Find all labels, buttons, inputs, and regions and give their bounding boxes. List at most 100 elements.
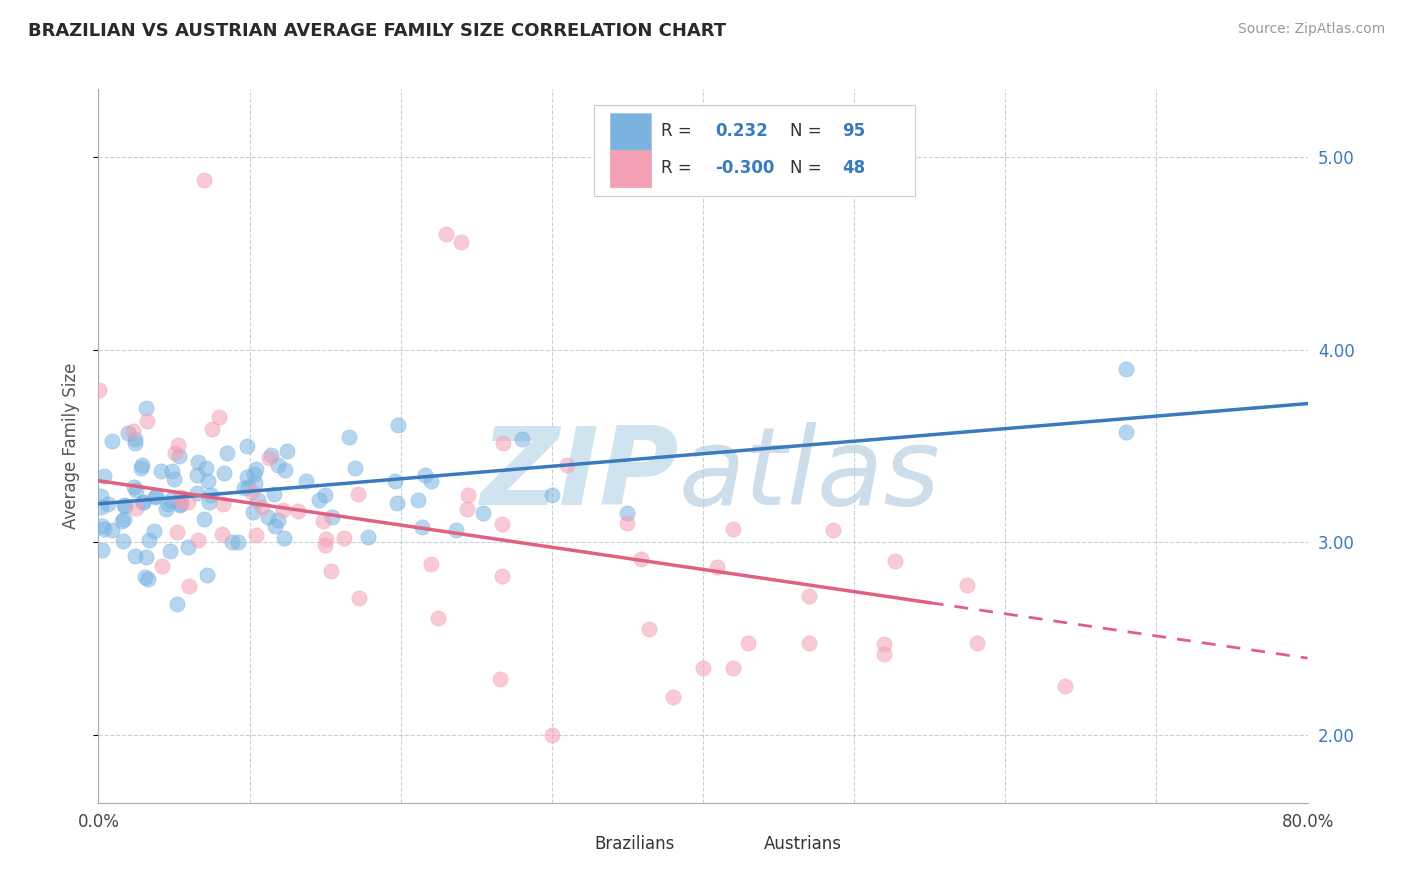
Point (90, 500, 112, 514)
Point (797, 590, 820, 604)
Point (187, 455, 209, 469)
Point (124, 436, 146, 450)
Point (444, 524, 467, 538)
Point (129, 461, 152, 475)
Point (177, 495, 200, 509)
Point (384, 475, 406, 489)
Point (263, 487, 285, 501)
Point (491, 568, 513, 582)
Point (169, 450, 191, 464)
Point (194, 460, 217, 475)
Point (163, 472, 186, 486)
Point (93, 469, 115, 483)
Point (638, 623, 661, 637)
Point (200, 488, 222, 502)
Point (661, 690, 683, 704)
Point (540, 728, 562, 742)
Point (692, 661, 714, 675)
Point (221, 535, 243, 549)
Y-axis label: Average Family Size: Average Family Size (62, 363, 80, 529)
Point (240, 484, 263, 499)
Text: Austrians: Austrians (763, 835, 841, 853)
Point (236, 480, 259, 494)
Point (319, 564, 342, 578)
Point (150, 464, 173, 478)
Point (236, 470, 259, 484)
Point (236, 439, 259, 453)
Point (321, 510, 343, 524)
Point (169, 499, 191, 513)
Point (337, 430, 360, 444)
Text: N =: N = (790, 160, 821, 178)
Point (208, 409, 231, 424)
Point (420, 557, 443, 571)
Point (267, 513, 290, 527)
Point (112, 533, 135, 548)
Point (723, 522, 745, 536)
Point (166, 598, 188, 612)
Point (143, 490, 166, 504)
Point (131, 495, 153, 509)
Point (257, 510, 280, 524)
Point (117, 425, 139, 440)
Point (170, 494, 193, 508)
Point (90, 489, 112, 503)
Point (295, 474, 318, 488)
Point (343, 460, 366, 475)
Point (159, 543, 181, 558)
Point (135, 401, 157, 416)
Point (124, 432, 146, 446)
Point (186, 486, 208, 500)
Point (198, 494, 221, 508)
Point (131, 458, 153, 473)
Point (457, 488, 479, 502)
Point (138, 533, 160, 547)
Point (411, 520, 433, 534)
Point (142, 524, 165, 538)
Point (250, 500, 273, 514)
FancyBboxPatch shape (610, 150, 651, 187)
Point (112, 511, 135, 525)
Point (211, 526, 233, 541)
Point (271, 502, 294, 516)
Point (415, 468, 437, 483)
Point (884, 554, 907, 568)
Point (873, 648, 896, 662)
Point (125, 500, 148, 515)
Point (212, 466, 235, 480)
Point (201, 422, 224, 436)
Text: R =: R = (661, 160, 692, 178)
Point (97, 497, 120, 511)
Point (242, 504, 264, 518)
Point (540, 488, 562, 502)
Point (245, 462, 267, 476)
Point (90, 543, 112, 558)
Point (155, 502, 177, 516)
Text: Source: ZipAtlas.com: Source: ZipAtlas.com (1237, 22, 1385, 37)
Point (267, 458, 290, 473)
Text: R =: R = (661, 122, 692, 140)
Text: 95: 95 (842, 122, 865, 140)
Point (333, 531, 356, 545)
Point (616, 506, 638, 520)
Point (616, 516, 638, 530)
Point (287, 504, 309, 518)
Point (212, 497, 235, 511)
Point (233, 481, 256, 495)
Point (797, 636, 820, 650)
Point (169, 497, 191, 511)
Point (122, 480, 145, 494)
Point (136, 414, 159, 428)
Point (170, 490, 193, 504)
Point (193, 173, 215, 187)
Point (226, 535, 249, 549)
Point (347, 591, 370, 606)
Point (167, 437, 190, 451)
Point (314, 488, 336, 502)
Point (821, 524, 844, 538)
Point (274, 463, 297, 477)
Point (246, 492, 269, 507)
Point (195, 567, 218, 582)
Point (706, 560, 728, 574)
Point (166, 524, 188, 539)
